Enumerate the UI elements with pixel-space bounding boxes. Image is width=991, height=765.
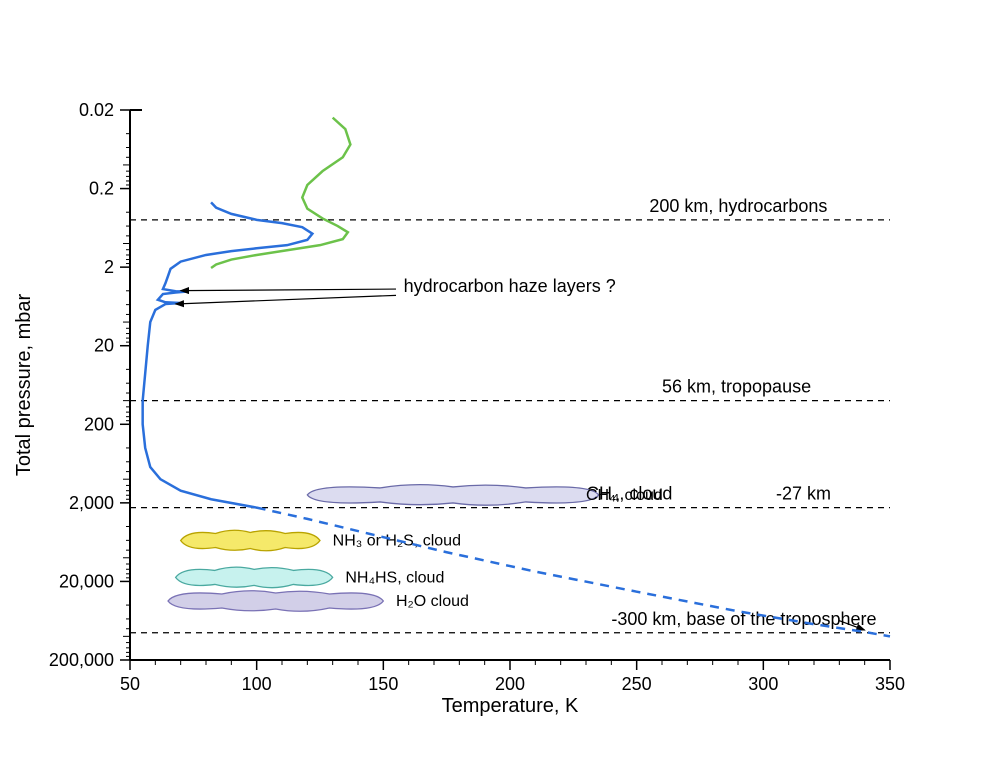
x-tick-label: 250	[622, 674, 652, 694]
cloud-label: H₂O cloud	[396, 593, 469, 610]
reference-label: 200 km, hydrocarbons	[649, 196, 827, 216]
y-axis-label: Total pressure, mbar	[13, 294, 35, 477]
x-tick-label: 150	[368, 674, 398, 694]
reference-label: 56 km, tropopause	[662, 377, 811, 397]
cloud-layer	[168, 591, 383, 612]
y-tick-label: 2	[104, 257, 114, 277]
haze-label: hydrocarbon haze layers ?	[404, 276, 616, 296]
x-tick-label: 50	[120, 674, 140, 694]
y-tick-label: 2,000	[69, 493, 114, 513]
y-tick-label: 20	[94, 336, 114, 356]
y-tick-label: 200	[84, 414, 114, 434]
x-tick-label: 350	[875, 674, 905, 694]
cloud-label: CH₄, cloud	[586, 487, 663, 504]
y-tick-label: 0.2	[89, 179, 114, 199]
cloud-layer	[176, 567, 333, 588]
y-tick-label: 200,000	[49, 650, 114, 670]
cloud-layer	[307, 485, 598, 506]
x-axis-label: Temperature, K	[442, 695, 579, 717]
cloud-label: NH₄HS, cloud	[345, 569, 444, 586]
reference-label: -27 km	[776, 484, 831, 504]
cloud-layer	[181, 530, 320, 551]
y-tick-label: 0.02	[79, 100, 114, 120]
x-tick-label: 300	[748, 674, 778, 694]
chart-svg: 200 km, hydrocarbons 56 km, tropopause -27…	[0, 0, 991, 765]
y-tick-label: 20,000	[59, 571, 114, 591]
x-tick-label: 100	[242, 674, 272, 694]
x-tick-label: 200	[495, 674, 525, 694]
atmosphere-profile-chart: 200 km, hydrocarbons 56 km, tropopause -27…	[0, 0, 991, 765]
